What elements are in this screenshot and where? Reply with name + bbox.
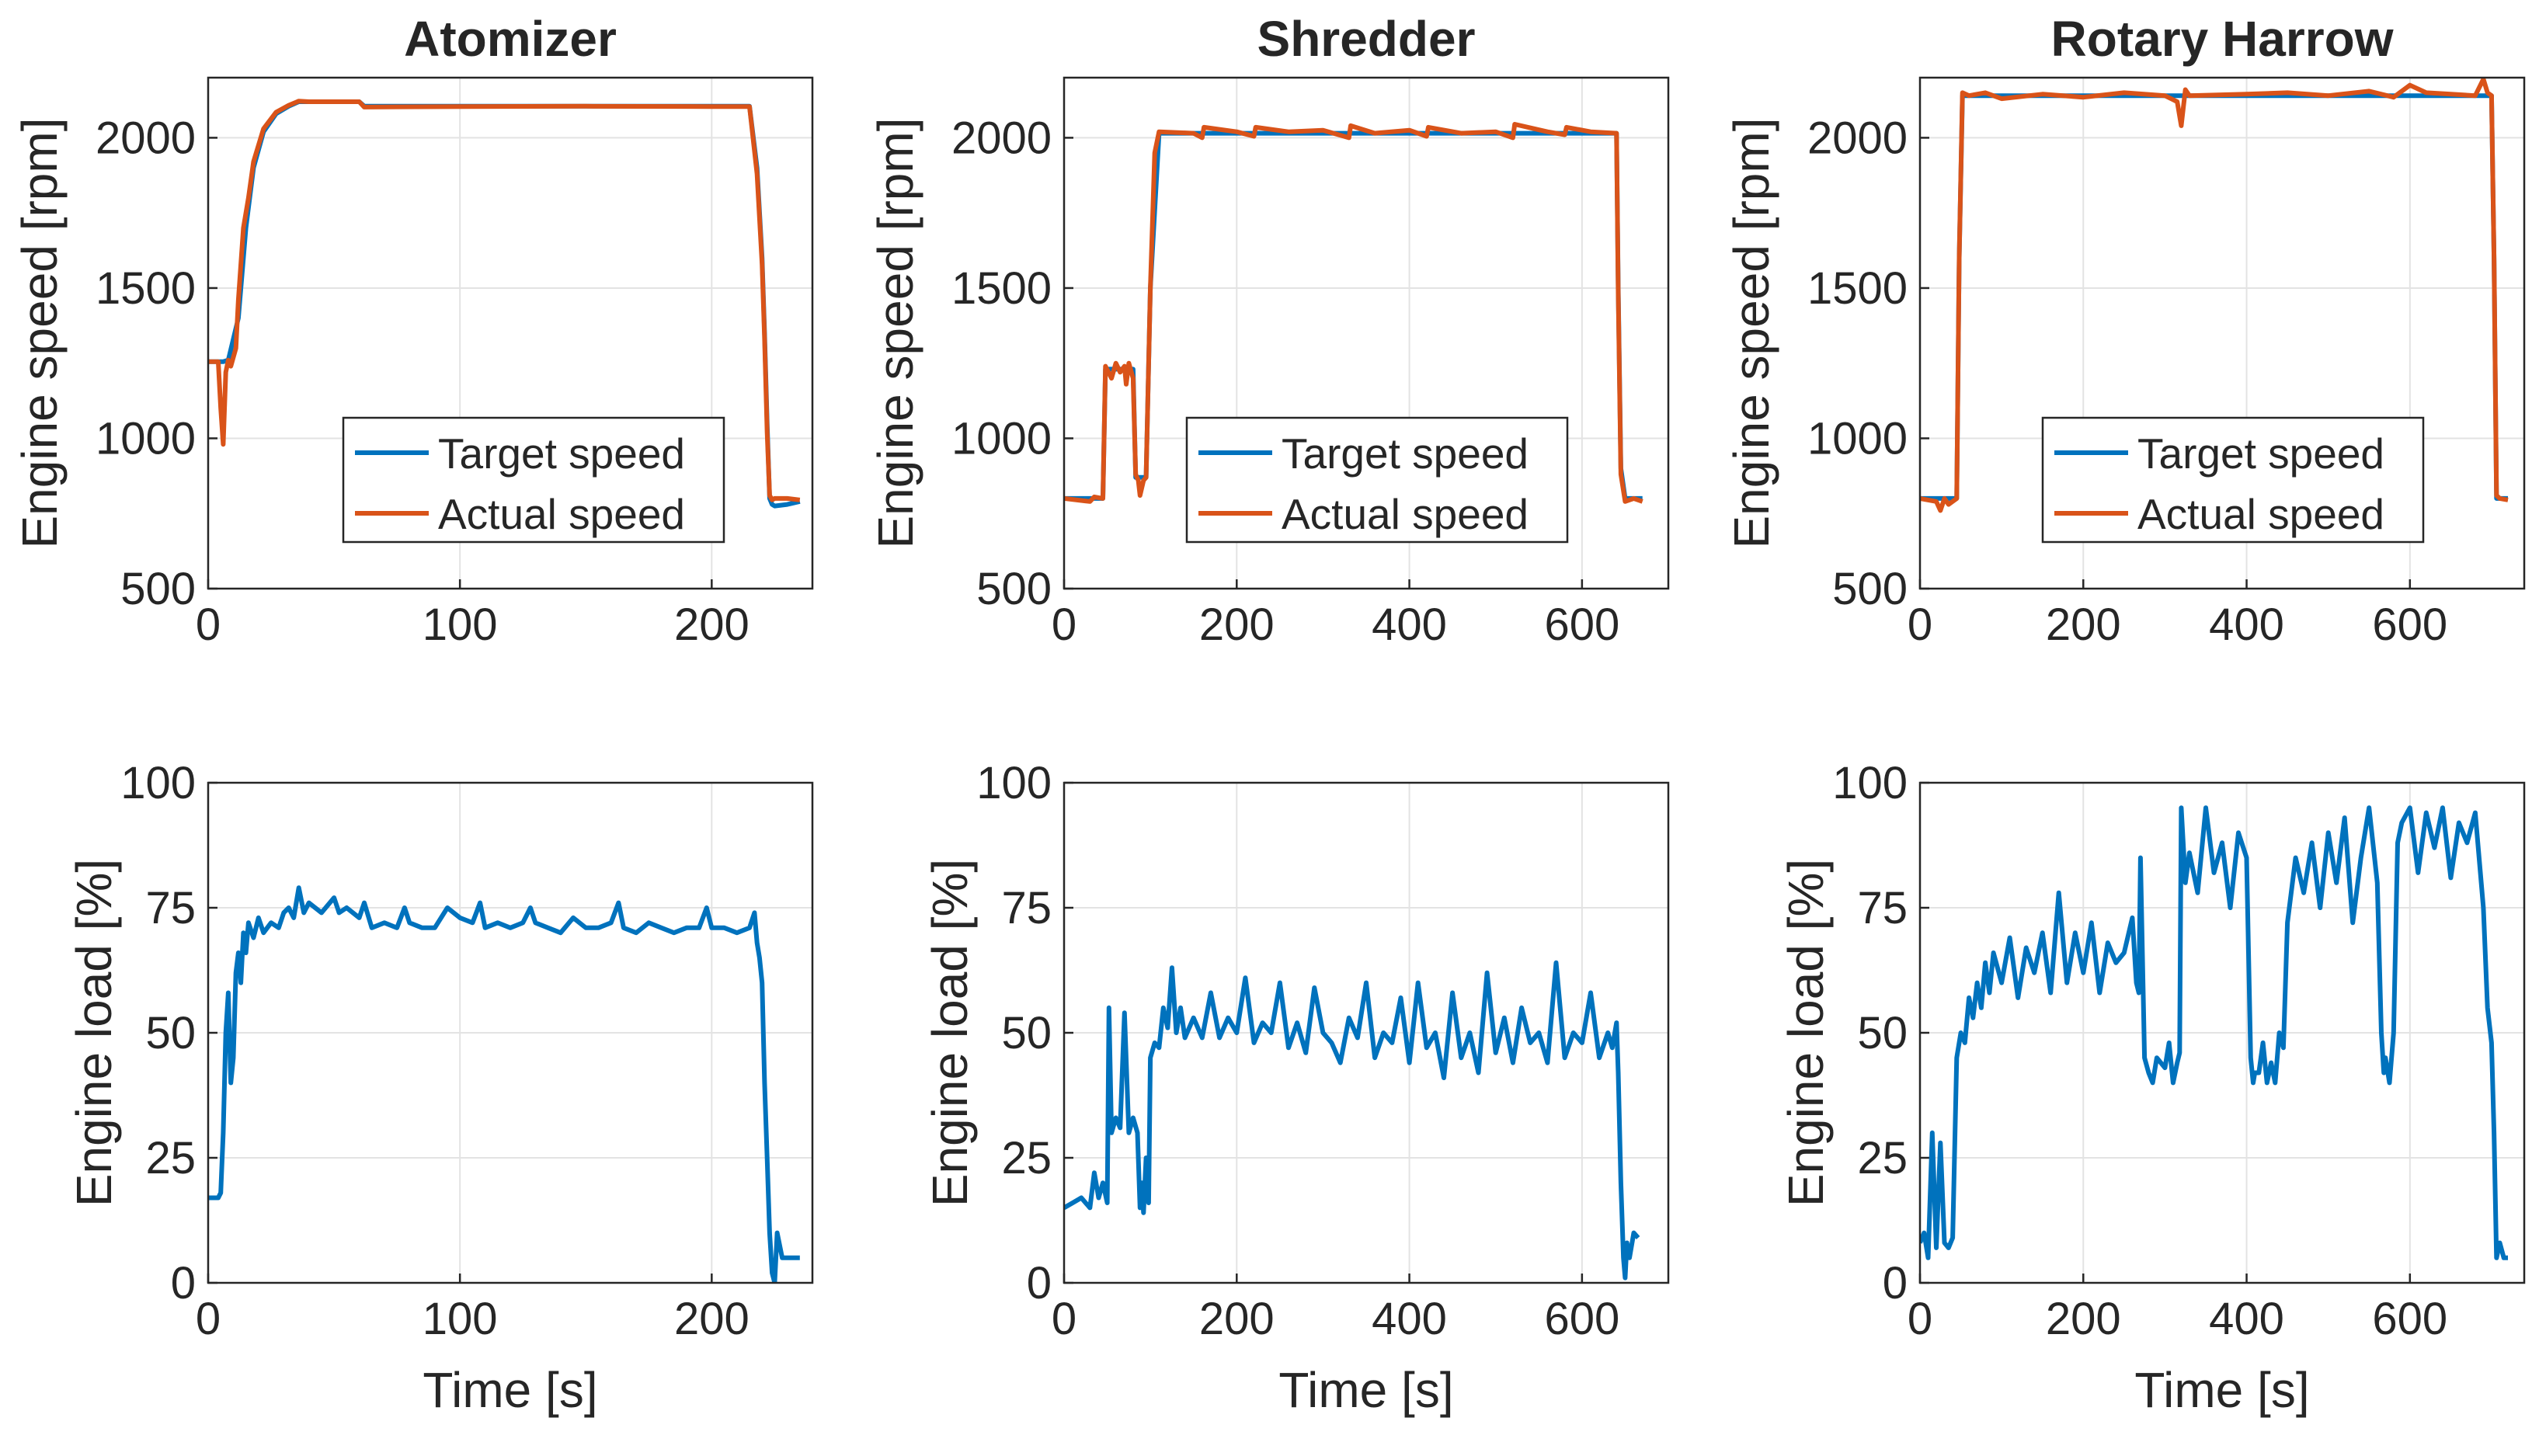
- y-tick-label: 500: [120, 564, 196, 614]
- x-tick-label: 600: [2372, 599, 2447, 650]
- y-tick-label: 500: [1832, 564, 1908, 614]
- x-tick-label: 0: [1052, 599, 1076, 650]
- x-axis-label: Time [s]: [2134, 1362, 2309, 1418]
- axes-frame: [1063, 76, 1670, 590]
- y-tick-label: 2000: [1807, 113, 1908, 163]
- y-axis-label: Engine load [%]: [1778, 859, 1834, 1207]
- chart-title: Shredder: [1257, 11, 1476, 67]
- chart-atomizer-speed: 0 100 200 500 1000 1500 2000 Atomizer Engine spe…: [12, 11, 814, 650]
- series-group: [1064, 960, 1640, 1281]
- y-tick-label: 1500: [951, 263, 1052, 314]
- x-tick-label: 100: [423, 599, 498, 650]
- series-line-engine-load: [1920, 805, 2508, 1260]
- x-tick-label: 0: [1908, 599, 1932, 650]
- y-tick-label: 1500: [1807, 263, 1908, 314]
- x-tick-label: 0: [1052, 1294, 1076, 1344]
- legend-box: [2041, 416, 2425, 544]
- legend-label: Actual speed: [2137, 490, 2384, 538]
- y-tick-label: 2000: [96, 113, 196, 163]
- axes-frame: [207, 781, 814, 1284]
- x-tick-label: 600: [1544, 599, 1619, 650]
- y-tick-label: 50: [145, 1008, 196, 1058]
- series-line-engine-load: [1064, 960, 1640, 1281]
- legend-label: Actual speed: [438, 490, 685, 538]
- y-tick-label: 100: [976, 758, 1052, 808]
- legend-label: Target speed: [1282, 429, 1529, 478]
- y-tick-label: 50: [1001, 1008, 1052, 1058]
- y-tick-label: 25: [145, 1133, 196, 1183]
- y-tick-label: 100: [1832, 758, 1908, 808]
- y-tick-label: 500: [976, 564, 1052, 614]
- axes-frame: [1918, 76, 2526, 590]
- x-tick-label: 200: [2046, 599, 2121, 650]
- series-group: [1064, 122, 1643, 504]
- legend: Target speed Actual speed: [1185, 416, 1569, 544]
- y-tick-label: 1500: [96, 263, 196, 314]
- series-line-engine-load: [208, 885, 800, 1283]
- chart-atomizer-load: 0 100 200 0 25 50 75 100 Time [s] Engine load [%]: [66, 758, 814, 1418]
- x-tick-label: 200: [2046, 1294, 2121, 1344]
- chart-title: Atomizer: [404, 11, 617, 67]
- axes-frame: [1918, 781, 2526, 1284]
- series-group: [1920, 78, 2509, 513]
- y-tick-label: 0: [1027, 1258, 1052, 1308]
- y-tick-label: 75: [145, 883, 196, 933]
- chart-rotary-harrow-load: 0 200 400 600 0 25 50 75 100 Time [s] Engine load …: [1778, 758, 2526, 1418]
- y-tick-label: 1000: [96, 413, 196, 464]
- x-axis-label: Time [s]: [423, 1362, 597, 1418]
- legend-label: Actual speed: [1282, 490, 1529, 538]
- axes-frame: [1063, 781, 1670, 1284]
- legend-label: Target speed: [438, 429, 685, 478]
- x-tick-label: 400: [1372, 1294, 1447, 1344]
- x-tick-label: 200: [1199, 599, 1275, 650]
- x-axis-label: Time [s]: [1278, 1362, 1453, 1418]
- legend: Target speed Actual speed: [2041, 416, 2425, 544]
- y-tick-label: 1000: [1807, 413, 1908, 464]
- y-tick-label: 25: [1001, 1133, 1052, 1183]
- y-tick-label: 1000: [951, 413, 1052, 464]
- x-tick-label: 100: [423, 1294, 498, 1344]
- y-tick-label: 75: [1001, 883, 1052, 933]
- x-tick-label: 200: [1199, 1294, 1275, 1344]
- y-axis-label: Engine speed [rpm]: [1723, 118, 1779, 549]
- legend-label: Target speed: [2137, 429, 2384, 478]
- y-axis-label: Engine load [%]: [922, 859, 978, 1207]
- series-line-actual-speed: [208, 99, 801, 502]
- x-tick-label: 600: [1544, 1294, 1619, 1344]
- x-tick-label: 0: [1908, 1294, 1932, 1344]
- y-tick-label: 0: [1883, 1258, 1908, 1308]
- series-group: [208, 885, 800, 1283]
- chart-shredder-speed: 0 200 400 600 500 1000 1500 2000 Shredder Engine …: [868, 11, 1670, 650]
- y-tick-label: 0: [171, 1258, 196, 1308]
- y-tick-label: 2000: [951, 113, 1052, 163]
- series-group: [208, 99, 801, 509]
- x-tick-label: 400: [1372, 599, 1447, 650]
- y-tick-label: 100: [120, 758, 196, 808]
- series-group: [1920, 805, 2508, 1260]
- y-tick-label: 75: [1857, 883, 1908, 933]
- legend-box: [1185, 416, 1569, 544]
- legend: Target speed Actual speed: [342, 416, 725, 544]
- chart-shredder-load: 0 200 400 600 0 25 50 75 100 Time [s] Engine load …: [922, 758, 1670, 1418]
- x-tick-label: 200: [674, 599, 750, 650]
- x-tick-label: 200: [674, 1294, 750, 1344]
- y-axis-label: Engine speed [rpm]: [868, 118, 923, 549]
- chart-title: Rotary Harrow: [2051, 11, 2394, 67]
- axes-frame: [207, 76, 814, 590]
- series-line-actual-speed: [1064, 122, 1643, 504]
- y-axis-label: Engine load [%]: [66, 859, 122, 1207]
- y-tick-label: 25: [1857, 1133, 1908, 1183]
- legend-box: [342, 416, 725, 544]
- x-tick-label: 0: [196, 599, 221, 650]
- x-tick-label: 600: [2372, 1294, 2447, 1344]
- series-line-actual-speed: [1920, 78, 2509, 513]
- y-tick-label: 50: [1857, 1008, 1908, 1058]
- x-tick-label: 400: [2209, 1294, 2284, 1344]
- chart-rotary-harrow-speed: 0 200 400 600 500 1000 1500 2000 Rotary Harrow En…: [1723, 11, 2526, 650]
- x-tick-label: 0: [196, 1294, 221, 1344]
- y-axis-label: Engine speed [rpm]: [12, 118, 68, 549]
- x-tick-label: 400: [2209, 599, 2284, 650]
